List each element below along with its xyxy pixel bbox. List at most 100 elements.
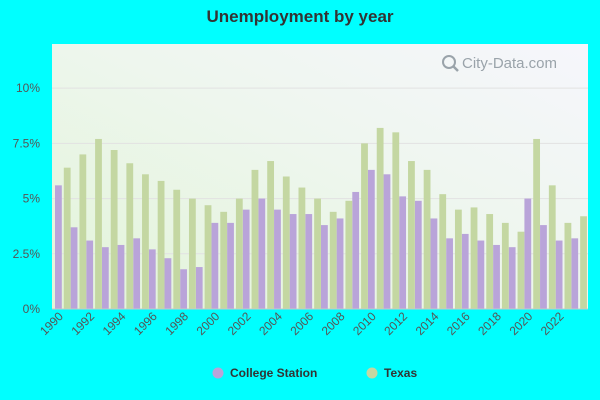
bar-college-station-1991[interactable]	[70, 227, 78, 309]
bar-texas-2019[interactable]	[517, 231, 525, 309]
watermark-text: City-Data.com	[462, 55, 557, 72]
bar-college-station-1993[interactable]	[101, 247, 109, 309]
bar-texas-2021[interactable]	[548, 185, 556, 309]
bar-college-station-2008[interactable]	[336, 218, 344, 309]
x-tick-label: 1992	[68, 309, 97, 338]
bar-college-station-2014[interactable]	[430, 218, 438, 309]
x-tick-label: 2010	[350, 309, 379, 338]
bar-college-station-2023[interactable]	[571, 238, 579, 309]
x-tick-label: 1994	[100, 309, 129, 338]
bar-texas-1995[interactable]	[142, 174, 149, 309]
y-tick-label: 5%	[23, 192, 41, 206]
x-tick-label: 2014	[413, 309, 442, 338]
bar-texas-1994[interactable]	[126, 163, 134, 309]
bar-college-station-1997[interactable]	[164, 258, 172, 309]
bar-texas-1990[interactable]	[63, 167, 71, 309]
legend-swatch-texas	[366, 367, 378, 379]
legend-label-texas: Texas	[384, 366, 417, 380]
x-tick-label: 1990	[37, 309, 66, 338]
bar-college-station-1992[interactable]	[86, 240, 94, 309]
bar-texas-1999[interactable]	[204, 205, 212, 309]
y-tick-label: 7.5%	[13, 136, 41, 150]
bar-texas-2014[interactable]	[439, 194, 447, 309]
bar-texas-2017[interactable]	[486, 214, 494, 309]
bar-college-station-2006[interactable]	[305, 214, 313, 309]
bar-college-station-2003[interactable]	[258, 198, 266, 309]
bar-college-station-2015[interactable]	[446, 238, 453, 309]
x-axis-ticks: 1990 1992 1994 1996 1998 2000 2002 2004 2006 2008…	[37, 309, 567, 338]
bar-college-station-1990[interactable]	[55, 185, 62, 309]
x-tick-label: 2002	[225, 309, 254, 338]
legend-item-college-station[interactable]: College Station	[212, 366, 318, 380]
bar-college-station-2021[interactable]	[540, 225, 547, 309]
bar-college-station-1996[interactable]	[148, 249, 156, 309]
bar-texas-1992[interactable]	[95, 138, 102, 309]
bars	[55, 127, 587, 310]
x-tick-label: 2020	[507, 309, 536, 338]
bar-college-station-2012[interactable]	[399, 196, 407, 309]
bar-college-station-2020[interactable]	[524, 198, 532, 309]
legend-label-college-station: College Station	[230, 366, 317, 380]
bar-texas-2006[interactable]	[314, 198, 321, 309]
bar-texas-2023[interactable]	[580, 216, 587, 309]
bar-college-station-2018[interactable]	[493, 244, 500, 309]
legend-item-texas[interactable]: Texas	[366, 366, 418, 380]
bar-texas-2004[interactable]	[282, 176, 290, 310]
bar-texas-2018[interactable]	[501, 222, 509, 309]
bar-college-station-2010[interactable]	[367, 169, 375, 309]
x-tick-label: 2016	[444, 309, 473, 338]
y-tick-label: 10%	[16, 81, 40, 95]
bar-college-station-2017[interactable]	[477, 240, 485, 309]
bar-texas-1996[interactable]	[157, 180, 165, 309]
magnifier-icon	[442, 55, 459, 72]
bar-college-station-2007[interactable]	[321, 225, 328, 309]
bar-college-station-2022[interactable]	[555, 240, 563, 309]
legend-swatch-college-station	[212, 367, 224, 379]
bar-texas-2002[interactable]	[251, 169, 259, 309]
bar-college-station-2009[interactable]	[352, 191, 360, 309]
chart-title: Unemployment by year	[206, 7, 394, 26]
bar-college-station-2013[interactable]	[414, 200, 422, 309]
x-tick-label: 2006	[287, 309, 316, 338]
bar-college-station-2016[interactable]	[461, 233, 469, 309]
bar-texas-1997[interactable]	[173, 189, 181, 309]
bar-college-station-2001[interactable]	[227, 222, 234, 309]
x-tick-label: 2022	[538, 309, 567, 338]
bar-texas-1998[interactable]	[188, 198, 196, 309]
x-tick-label: 1996	[131, 309, 160, 338]
bar-college-station-2011[interactable]	[383, 174, 391, 309]
bar-texas-2022[interactable]	[564, 222, 572, 309]
bar-college-station-1999[interactable]	[195, 267, 203, 309]
y-tick-label: 2.5%	[13, 247, 41, 261]
bar-texas-2001[interactable]	[235, 198, 243, 309]
bar-texas-1991[interactable]	[79, 154, 87, 309]
y-axis-ticks: 0% 2.5% 5% 7.5% 10%	[13, 81, 41, 316]
bar-texas-2012[interactable]	[408, 161, 415, 309]
bar-college-station-2002[interactable]	[242, 209, 250, 309]
x-tick-label: 2008	[319, 309, 348, 338]
bar-college-station-2000[interactable]	[211, 222, 219, 309]
watermark: City-Data.com	[442, 55, 557, 72]
bar-texas-2011[interactable]	[392, 132, 400, 309]
bar-texas-2020[interactable]	[533, 138, 541, 309]
bar-texas-2000[interactable]	[220, 211, 228, 309]
bar-texas-2013[interactable]	[423, 169, 431, 309]
legend: College Station Texas	[212, 366, 418, 380]
bar-texas-2003[interactable]	[267, 161, 275, 309]
bar-texas-2007[interactable]	[329, 211, 337, 309]
bar-college-station-2019[interactable]	[508, 247, 516, 309]
bar-texas-1993[interactable]	[110, 150, 118, 309]
bar-texas-2010[interactable]	[376, 127, 384, 310]
bar-texas-2008[interactable]	[345, 200, 353, 309]
bar-texas-2005[interactable]	[298, 187, 306, 309]
bar-texas-2015[interactable]	[454, 209, 462, 309]
bar-college-station-2004[interactable]	[274, 209, 281, 309]
x-tick-label: 2012	[381, 309, 410, 338]
bar-college-station-1998[interactable]	[180, 269, 187, 309]
bar-college-station-1995[interactable]	[133, 238, 141, 309]
bar-texas-2009[interactable]	[361, 143, 368, 309]
bar-college-station-2005[interactable]	[289, 214, 297, 309]
bar-texas-2016[interactable]	[470, 207, 478, 309]
bar-college-station-1994[interactable]	[117, 244, 125, 309]
